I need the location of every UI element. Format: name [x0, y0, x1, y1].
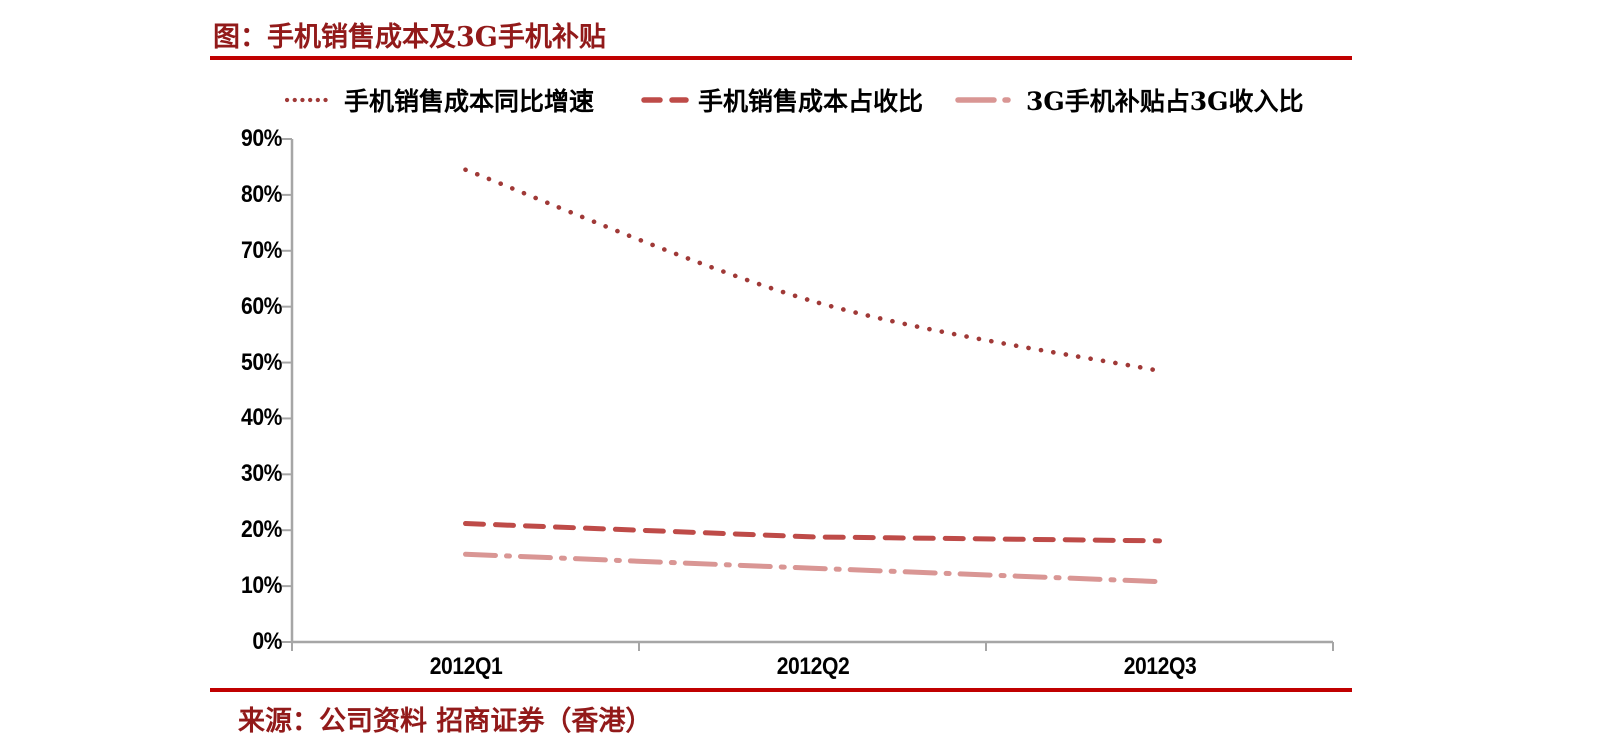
legend-item-cost-ratio: 手机销售成本占收比 — [641, 84, 923, 116]
legend-item-yoy-growth: 手机销售成本同比增速 — [285, 84, 594, 116]
top-rule — [210, 56, 1352, 60]
x-tick-label: 2012Q2 — [776, 653, 850, 680]
data-series — [463, 167, 1162, 585]
axis-ticks — [282, 138, 1334, 651]
legend-label-subsidy-ratio: 3G手机补贴占3G收入比 — [1026, 87, 1304, 116]
dotted-line-marker — [285, 97, 335, 103]
y-tick-label: 90% — [241, 125, 282, 152]
y-tick-label: 10% — [241, 572, 282, 599]
y-tick-label: 30% — [241, 460, 282, 487]
dashed-line-marker — [641, 97, 689, 103]
legend-label-yoy-growth: 手机销售成本同比增速 — [344, 87, 595, 116]
y-tick-label: 0% — [252, 628, 282, 655]
figure-title: 图：手机销售成本及3G手机补贴 — [213, 22, 606, 53]
y-tick-label: 20% — [241, 516, 282, 543]
y-tick-label: 60% — [241, 293, 282, 320]
legend-label-cost-ratio: 手机销售成本占收比 — [698, 87, 924, 116]
bottom-rule — [210, 688, 1352, 692]
y-tick-label: 40% — [241, 404, 282, 431]
y-tick-label: 50% — [241, 349, 282, 376]
source-text: 来源：公司资料 招商证券（香港） — [238, 706, 653, 737]
dashdot-line-marker — [955, 97, 1017, 103]
x-tick-label: 2012Q3 — [1123, 653, 1197, 680]
y-tick-label: 80% — [241, 181, 282, 208]
legend-item-subsidy-ratio: 3G手机补贴占3G收入比 — [955, 84, 1304, 116]
x-tick-label: 2012Q1 — [429, 653, 503, 680]
y-tick-label: 70% — [241, 237, 282, 264]
